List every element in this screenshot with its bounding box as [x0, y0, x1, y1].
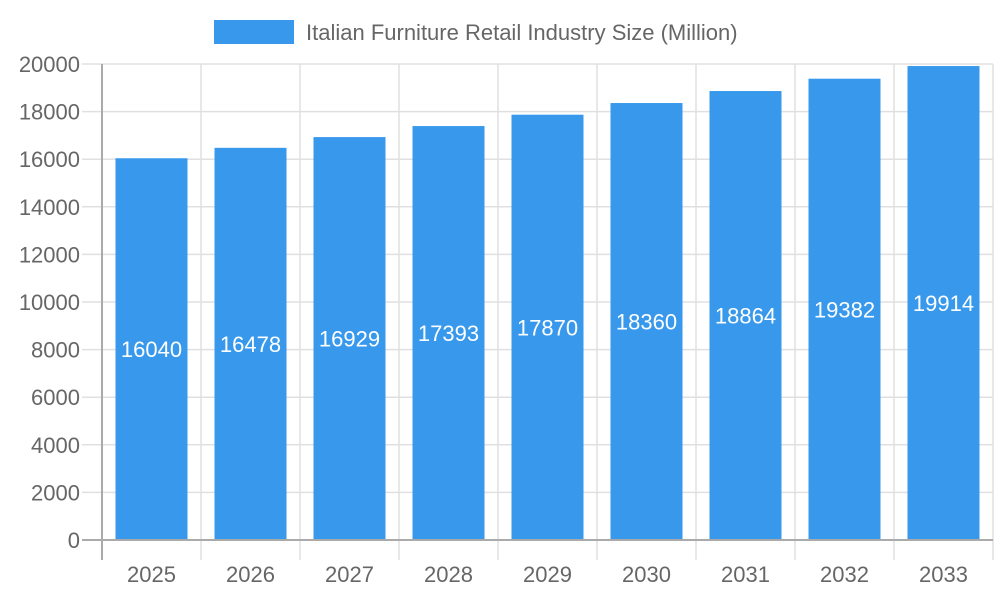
x-tick-label: 2033	[919, 562, 968, 587]
bar-2031	[709, 91, 782, 540]
legend[interactable]: Italian Furniture Retail Industry Size (…	[214, 20, 738, 45]
bar-2032	[808, 78, 881, 540]
bar-2033	[907, 66, 980, 540]
x-tick-label: 2029	[523, 562, 572, 587]
bar-2029	[511, 114, 584, 540]
y-tick-label: 4000	[31, 433, 80, 458]
y-tick-label: 16000	[19, 147, 80, 172]
data-label-2029: 17870	[517, 315, 578, 340]
y-tick-label: 20000	[19, 52, 80, 77]
y-tick-label: 8000	[31, 338, 80, 363]
data-label-2026: 16478	[220, 332, 281, 357]
y-tick-label: 12000	[19, 242, 80, 267]
x-tick-label: 2032	[820, 562, 869, 587]
data-label-2030: 18360	[616, 310, 677, 335]
bar-2026	[214, 147, 287, 540]
data-label-2028: 17393	[418, 321, 479, 346]
axes: 0 2000 4000 6000 8000 10000 12000 14000 16000 180…	[19, 52, 993, 587]
bar-2030	[610, 103, 683, 541]
y-tick-label: 0	[68, 528, 80, 553]
data-label-2027: 16929	[319, 327, 380, 352]
y-tick-label: 18000	[19, 100, 80, 125]
x-tick-label: 2027	[325, 562, 374, 587]
y-tick-label: 2000	[31, 480, 80, 505]
y-tick-label: 6000	[31, 385, 80, 410]
legend-swatch[interactable]	[214, 20, 294, 44]
data-label-2032: 19382	[814, 297, 875, 322]
y-tick-label: 10000	[19, 290, 80, 315]
bars: 16040 16478 16929 17393 17870 18360 18864 19382…	[115, 66, 980, 541]
bar-2025	[115, 158, 188, 541]
y-tick-label: 14000	[19, 195, 80, 220]
x-tick-label: 2031	[721, 562, 770, 587]
data-label-2033: 19914	[913, 291, 974, 316]
x-tick-label: 2028	[424, 562, 473, 587]
x-tick-label: 2026	[226, 562, 275, 587]
x-tick-label: 2025	[127, 562, 176, 587]
data-label-2025: 16040	[121, 337, 182, 362]
data-label-2031: 18864	[715, 304, 776, 329]
bar-2027	[313, 137, 386, 541]
legend-label[interactable]: Italian Furniture Retail Industry Size (…	[306, 20, 738, 45]
bar-2028	[412, 126, 485, 540]
x-tick-label: 2030	[622, 562, 671, 587]
